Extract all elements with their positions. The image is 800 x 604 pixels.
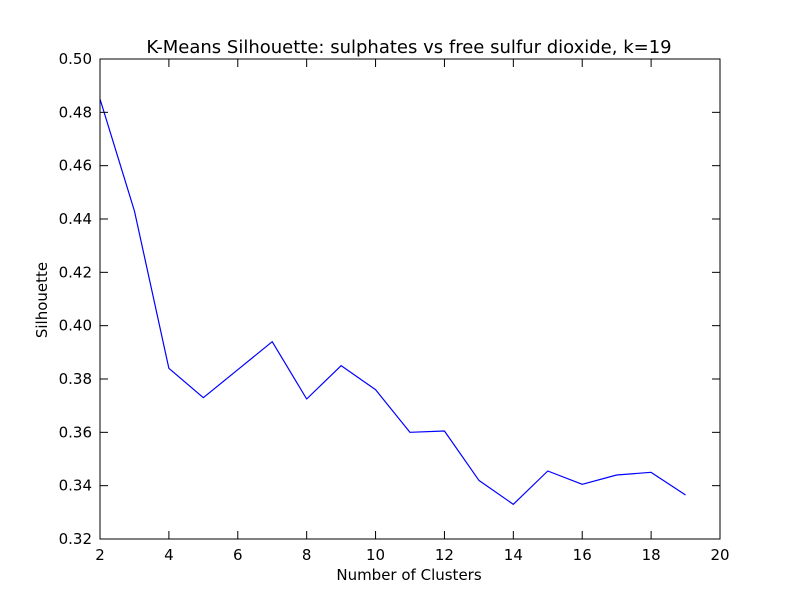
x-tick-label: 14 <box>504 546 523 564</box>
x-tick-label: 4 <box>164 546 174 564</box>
y-axis-ticks: 0.32 0.34 0.36 0.38 0.40 0.42 0.44 0.46 0.48 0.50 <box>59 50 720 548</box>
y-axis-label: Silhouette <box>33 262 51 338</box>
x-tick-label: 16 <box>573 546 592 564</box>
y-tick-label: 0.46 <box>59 157 92 175</box>
silhouette-line <box>99 98 686 505</box>
x-tick-label: 20 <box>710 546 729 564</box>
y-tick-label: 0.42 <box>59 263 92 281</box>
y-tick-label: 0.38 <box>59 370 92 388</box>
y-tick-label: 0.34 <box>59 477 92 495</box>
chart-title: K-Means Silhouette: sulphates vs free su… <box>146 37 671 58</box>
y-tick-label: 0.48 <box>59 103 92 121</box>
plot-frame <box>99 58 721 540</box>
x-tick-label: 10 <box>366 546 385 564</box>
x-tick-label: 2 <box>95 546 105 564</box>
y-tick-label: 0.44 <box>59 210 92 228</box>
y-tick-label: 0.36 <box>59 423 92 441</box>
x-tick-label: 12 <box>435 546 454 564</box>
x-axis-label: Number of Clusters <box>336 566 481 584</box>
y-tick-label: 0.40 <box>59 317 92 335</box>
x-tick-label: 6 <box>233 546 243 564</box>
x-axis-ticks: 2 4 6 8 10 12 14 16 18 20 <box>95 59 730 564</box>
plot-area <box>99 58 721 540</box>
x-tick-label: 18 <box>642 546 661 564</box>
y-tick-label: 0.50 <box>59 50 92 68</box>
x-tick-label: 8 <box>302 546 312 564</box>
y-tick-label: 0.32 <box>59 530 92 548</box>
